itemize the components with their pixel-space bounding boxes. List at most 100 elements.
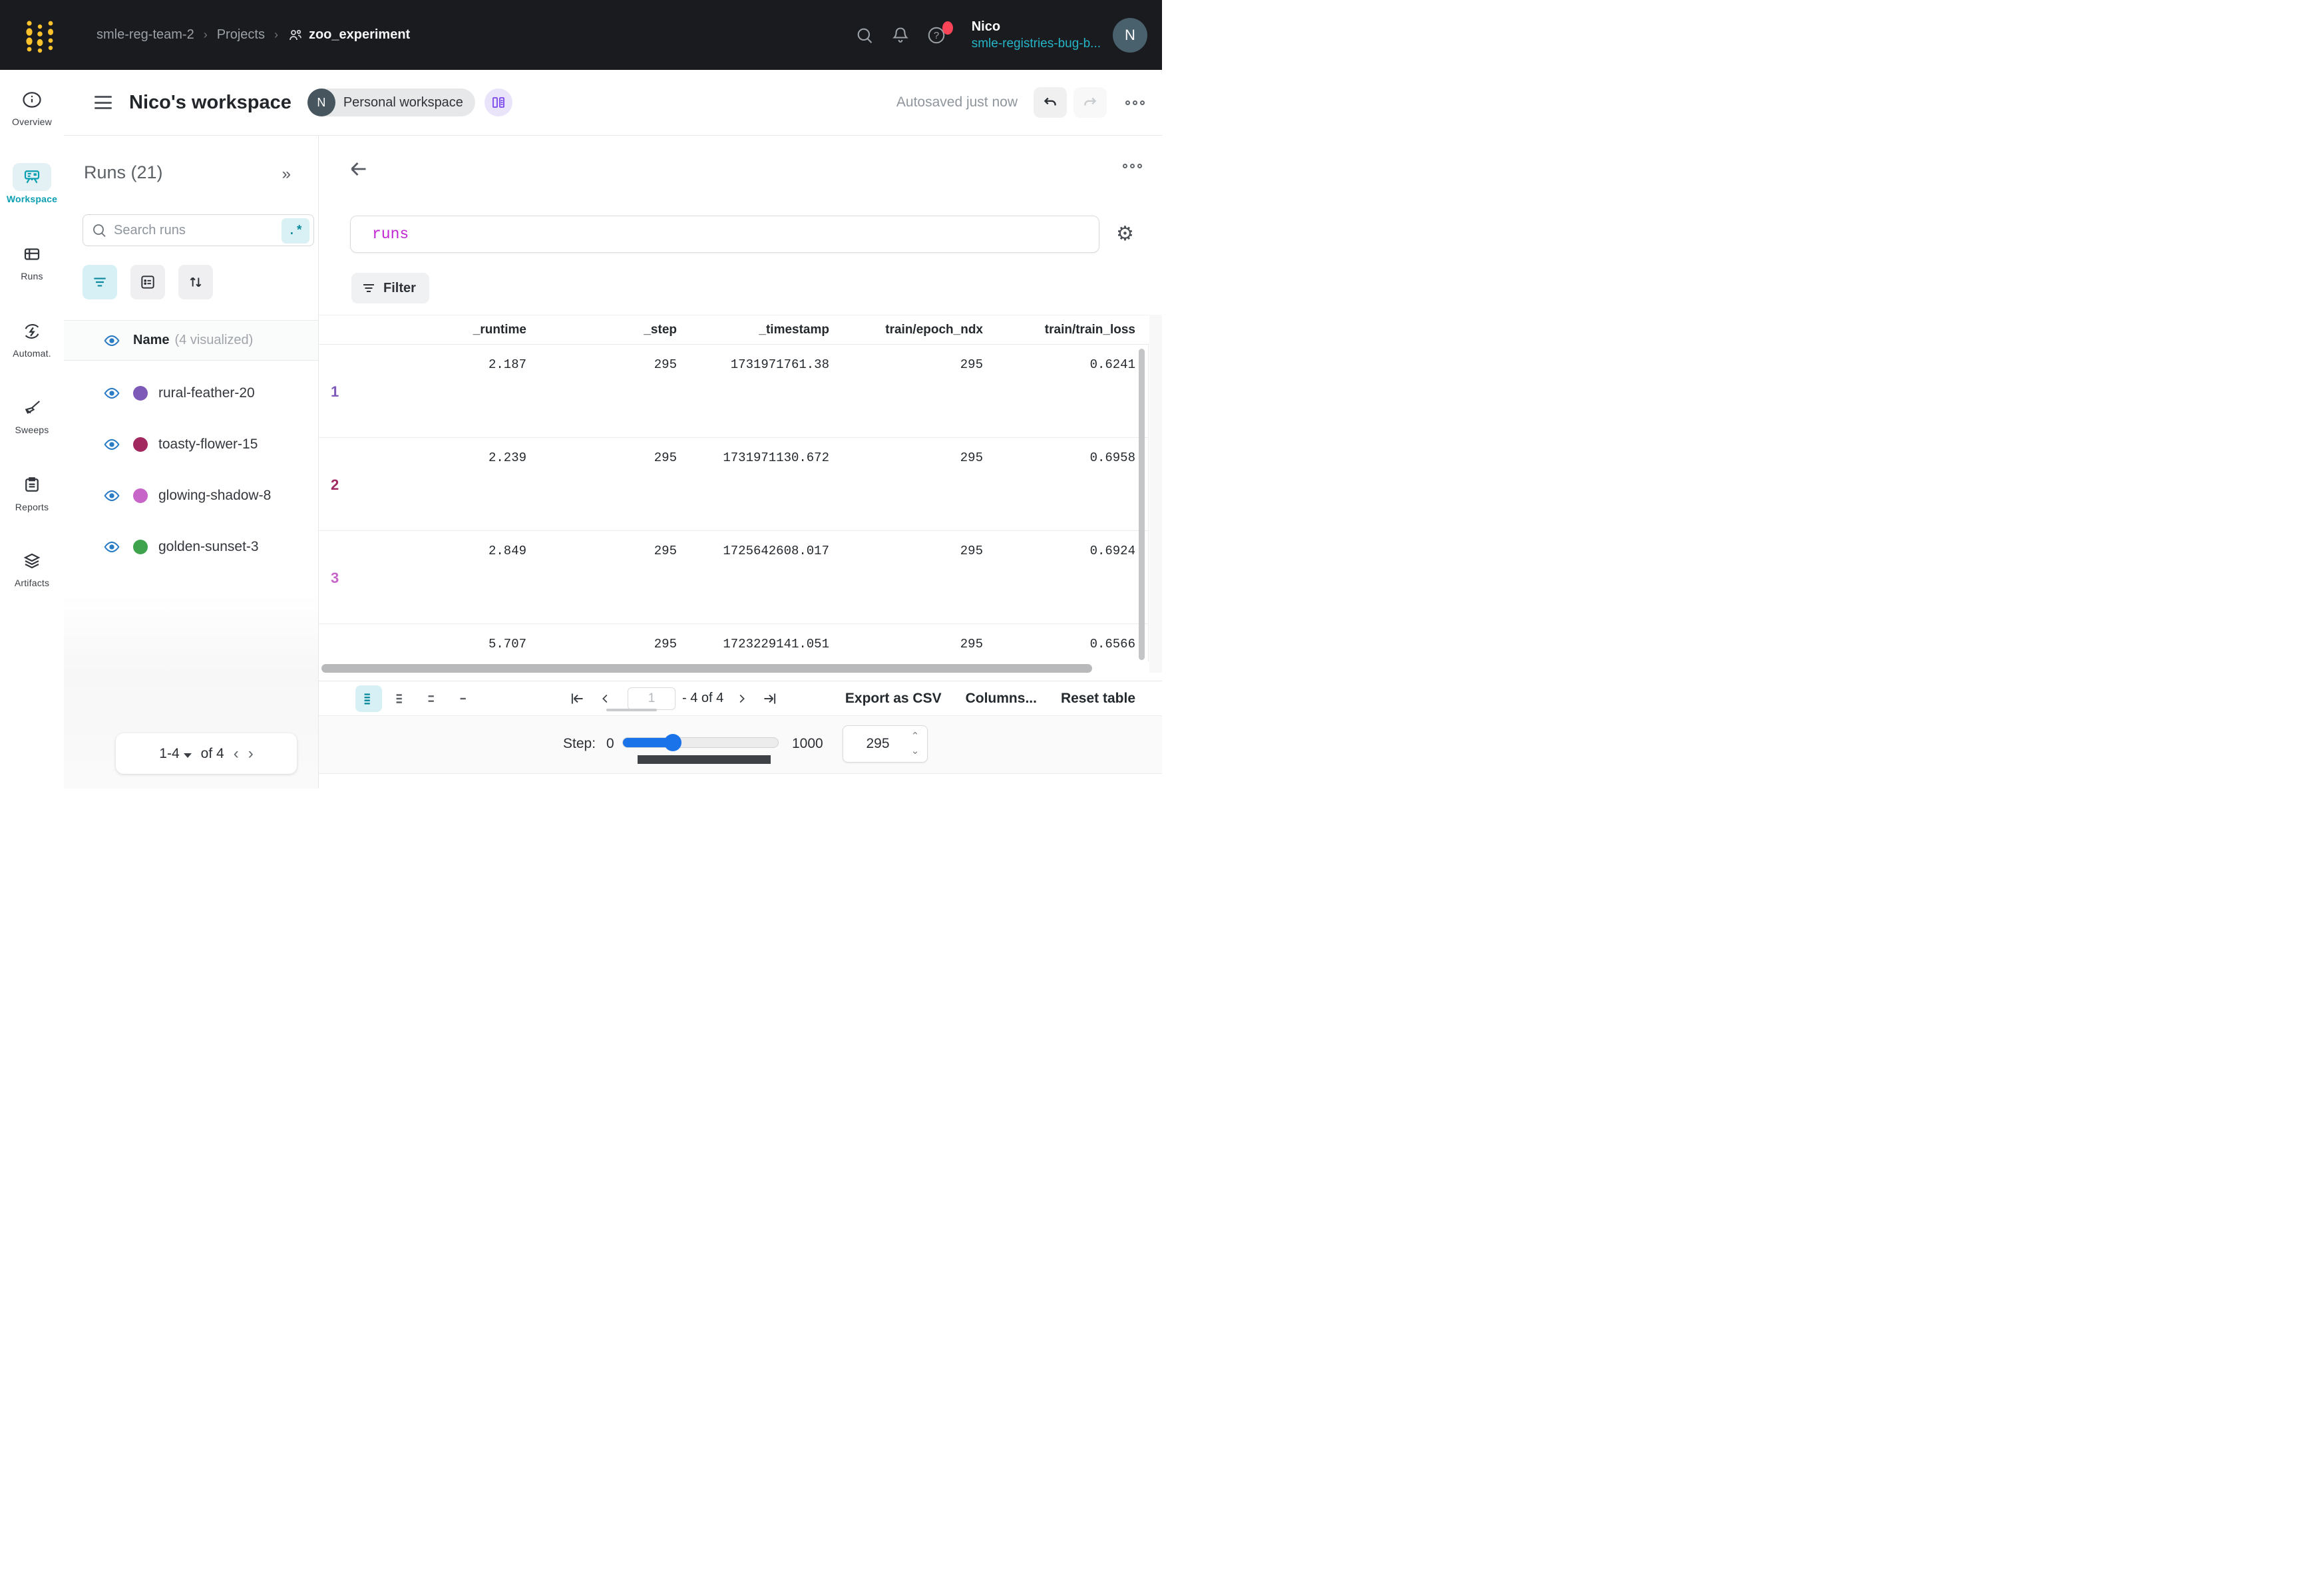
column-header-step[interactable]: _step — [644, 322, 677, 337]
prev-page-icon[interactable]: ‹ — [233, 744, 239, 763]
filter-lines-icon — [94, 277, 106, 287]
table-overflow-menu-icon[interactable] — [1123, 164, 1142, 168]
sidebar-item-runs[interactable]: Runs — [0, 240, 64, 281]
table-row[interactable]: 5.707 295 1723229141.051 295 0.6566 — [319, 624, 1148, 661]
table-row[interactable]: 2.849 295 1725642608.017 295 0.6924 3 — [319, 531, 1148, 624]
sidebar-item-overview[interactable]: Overview — [0, 86, 64, 127]
run-color-dot — [133, 437, 148, 452]
undo-button[interactable] — [1034, 87, 1067, 118]
team-icon — [290, 29, 301, 40]
page-range-dropdown[interactable]: 1-4 — [159, 746, 192, 762]
table-row[interactable]: 2.239 295 1731971130.672 295 0.6958 2 — [319, 438, 1148, 531]
breadcrumb-projects[interactable]: Projects — [216, 27, 265, 42]
column-header-trainloss[interactable]: train/train_loss — [1044, 322, 1135, 337]
row-height-xlarge-button[interactable] — [451, 685, 478, 712]
caret-down-icon — [183, 753, 192, 758]
reset-table-button[interactable]: Reset table — [1060, 690, 1135, 706]
collapse-panel-icon[interactable]: » — [282, 165, 291, 183]
last-page-icon[interactable] — [758, 687, 781, 710]
display-settings-button[interactable] — [130, 265, 165, 299]
run-color-dot — [133, 488, 148, 503]
row-height-1line-icon — [460, 697, 466, 699]
edit-panels-icon[interactable] — [484, 88, 512, 116]
row-height-small-button[interactable] — [355, 685, 382, 712]
cell-timestamp: 1731971761.38 — [730, 357, 829, 372]
row-number[interactable]: 2 — [331, 476, 339, 493]
slider-tooltip-bar — [638, 755, 771, 764]
row-height-large-button[interactable] — [419, 685, 446, 712]
cell-timestamp: 1725642608.017 — [723, 544, 829, 558]
query-bar — [350, 216, 1099, 253]
breadcrumb-project[interactable]: zoo_experiment — [288, 27, 410, 43]
row-number[interactable]: 1 — [331, 383, 339, 400]
visibility-eye-icon[interactable] — [100, 436, 124, 453]
horizontal-scrollbar[interactable] — [321, 664, 1092, 673]
vertical-scrollbar[interactable] — [1139, 349, 1145, 660]
visibility-eye-icon[interactable] — [100, 385, 124, 402]
list-item-run[interactable]: golden-sunset-3 — [64, 521, 318, 572]
notifications-bell-icon[interactable] — [882, 17, 918, 53]
column-header-runtime[interactable]: _runtime — [473, 322, 526, 337]
user-org-link[interactable]: smle-registries-bug-b... — [971, 36, 1101, 51]
page-input-underline — [606, 709, 657, 711]
slider-thumb[interactable] — [664, 734, 681, 751]
sidebar-item-workspace[interactable]: Workspace — [0, 163, 64, 204]
badge-label: Personal workspace — [343, 94, 463, 110]
page-number-input[interactable] — [628, 687, 676, 710]
next-page-icon[interactable]: › — [248, 744, 254, 763]
step-slider-track[interactable] — [622, 734, 779, 751]
cell-runtime: 2.187 — [488, 357, 526, 372]
step-increment-icon[interactable]: ⌃ — [910, 731, 920, 742]
table-right-gutter — [1149, 315, 1162, 673]
project-name: zoo_experiment — [308, 27, 411, 42]
wandb-logo-icon[interactable] — [21, 15, 61, 55]
gear-icon[interactable]: ⚙ — [1116, 223, 1134, 245]
regex-toggle[interactable]: .* — [282, 218, 309, 244]
breadcrumb-team[interactable]: smle-reg-team-2 — [97, 27, 194, 42]
slider-fill — [623, 738, 673, 747]
list-item-run[interactable]: glowing-shadow-8 — [64, 470, 318, 521]
export-csv-button[interactable]: Export as CSV — [845, 690, 942, 706]
next-page-icon[interactable] — [730, 687, 753, 710]
header-overflow-menu-icon[interactable] — [1125, 100, 1145, 105]
visibility-all-eye-icon[interactable] — [100, 332, 124, 349]
redo-button[interactable] — [1073, 87, 1107, 118]
row-number[interactable]: 3 — [331, 570, 339, 586]
filter-runs-button[interactable] — [83, 265, 117, 299]
search-icon[interactable] — [847, 17, 882, 53]
columns-button[interactable]: Columns... — [965, 690, 1037, 706]
run-list-header[interactable]: Name (4 visualized) — [64, 320, 318, 361]
step-value-input[interactable] — [850, 730, 906, 758]
filter-button[interactable]: Filter — [351, 273, 429, 303]
step-max-label: 1000 — [792, 736, 823, 751]
menu-icon[interactable] — [95, 96, 112, 109]
sidebar-item-reports[interactable]: Reports — [0, 471, 64, 512]
search-runs-input[interactable] — [114, 222, 267, 238]
visibility-eye-icon[interactable] — [100, 538, 124, 556]
column-header-epoch[interactable]: train/epoch_ndx — [885, 322, 983, 337]
step-decrement-icon[interactable]: ⌄ — [910, 745, 920, 757]
badge-avatar: N — [307, 88, 335, 116]
back-arrow-icon[interactable] — [347, 157, 371, 181]
prev-page-icon[interactable] — [594, 687, 617, 710]
user-block[interactable]: Nico smle-registries-bug-b... — [972, 18, 1101, 53]
column-header-timestamp[interactable]: _timestamp — [759, 322, 829, 337]
help-icon[interactable]: ? — [918, 17, 954, 53]
query-input[interactable] — [372, 226, 1038, 243]
sort-runs-button[interactable] — [178, 265, 213, 299]
personal-workspace-badge[interactable]: N Personal workspace — [307, 88, 475, 116]
row-height-medium-button[interactable] — [387, 685, 414, 712]
list-item-run[interactable]: toasty-flower-15 — [64, 419, 318, 470]
sidebar-item-artifacts[interactable]: Artifacts — [0, 547, 64, 588]
sidebar-item-automations[interactable]: Automat. — [0, 317, 64, 359]
page-total: of 4 — [200, 745, 224, 761]
avatar[interactable]: N — [1113, 17, 1147, 53]
cell-trainloss: 0.6924 — [1089, 544, 1135, 558]
list-item-run[interactable]: rural-feather-20 — [64, 367, 318, 419]
runs-search: .* — [83, 214, 314, 246]
sidebar-item-sweeps[interactable]: Sweeps — [0, 394, 64, 435]
visibility-eye-icon[interactable] — [100, 487, 124, 504]
table-row[interactable]: 2.187 295 1731971761.38 295 0.6241 1 — [319, 345, 1148, 438]
reports-icon — [25, 477, 39, 492]
first-page-icon[interactable] — [566, 687, 589, 710]
